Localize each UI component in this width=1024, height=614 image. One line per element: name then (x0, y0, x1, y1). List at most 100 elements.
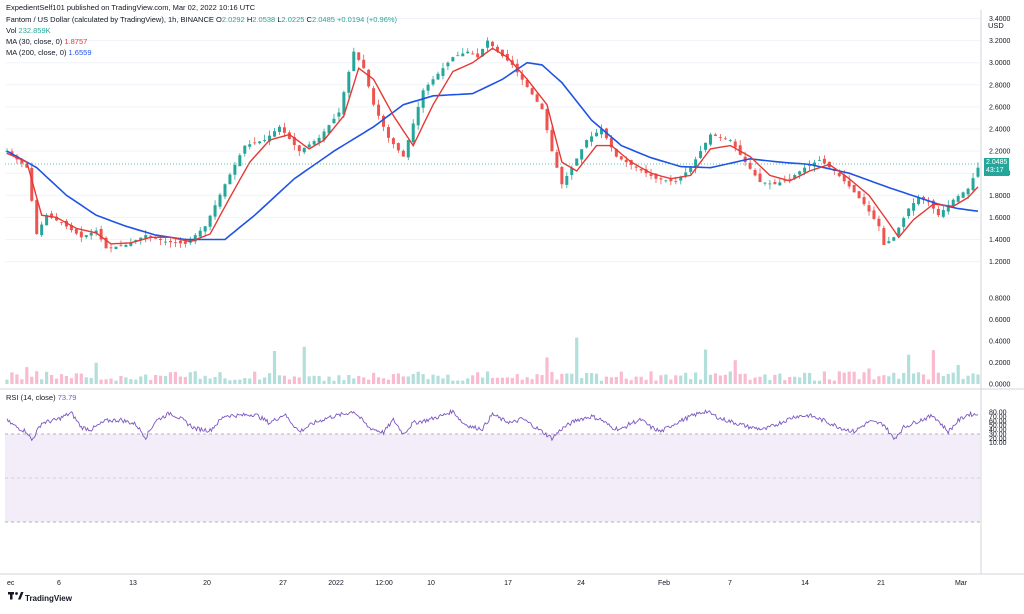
rsi-value: 73.79 (57, 393, 77, 402)
change-value: +0.0194 (+0.96%) (337, 15, 398, 24)
volume-tick-label: 0.6000 (989, 317, 1011, 324)
volume-bar (644, 379, 648, 384)
candle-body (69, 225, 73, 231)
candle-body (867, 205, 871, 212)
candle-body (659, 178, 663, 180)
symbol-info-line[interactable]: Fantom / US Dollar (calculated by Tradin… (6, 15, 397, 24)
volume-bar (649, 371, 653, 384)
volume-bar (575, 337, 579, 384)
volume-bar (936, 372, 940, 384)
volume-bar (619, 371, 623, 384)
candle-body (322, 131, 326, 141)
volume-bar (882, 375, 886, 384)
volume-bar (213, 376, 217, 384)
candle-body (218, 194, 222, 207)
candle-body (837, 172, 841, 177)
rsi-tick-label: 40.00 (989, 427, 1007, 434)
ma30-legend[interactable]: MA (30, close, 0) 1.8757 (6, 37, 87, 46)
candle-body (555, 152, 559, 168)
volume-bar (109, 378, 113, 384)
candle-body (550, 130, 554, 152)
volume-bar (124, 377, 128, 384)
published-by: ExpedientSelf101 published on TradingVie… (6, 3, 256, 12)
price-tick-label: 2.6000 (989, 104, 1011, 111)
candle-body (813, 162, 817, 167)
rsi-tick-label: 30.00 (989, 431, 1007, 438)
price-tick-label: 2.8000 (989, 82, 1011, 89)
volume-bar (555, 379, 559, 384)
candle-body (897, 227, 901, 236)
candle-body (258, 141, 262, 144)
volume-bar (139, 376, 143, 384)
open-label: O (215, 15, 222, 24)
volume-bar (956, 364, 960, 384)
rsi-tick-label: 10.00 (989, 440, 1007, 447)
ma200-legend[interactable]: MA (200, close, 0) 1.6559 (6, 48, 92, 57)
candle-body (728, 140, 732, 141)
volume-bar (104, 379, 108, 384)
candle-body (45, 215, 49, 226)
candle-body (20, 159, 24, 164)
rsi-tick-label: 70.00 (989, 414, 1007, 421)
candle-body (203, 226, 207, 232)
volume-bar (847, 371, 851, 384)
volume-bar (45, 371, 49, 384)
volume-bar (466, 378, 470, 384)
volume-bar (773, 374, 777, 384)
candle-body (560, 166, 564, 185)
time-tick-label: 10 (427, 580, 435, 587)
candle-body (753, 170, 757, 176)
volume-bar (54, 378, 59, 384)
rsi-tick-label: 80.00 (989, 410, 1007, 417)
time-tick-label: 6 (57, 580, 61, 587)
candle-body (446, 62, 450, 67)
candle-body (783, 180, 787, 182)
candle-body (451, 57, 455, 62)
last-price: 2.0485 (986, 159, 1008, 166)
candle-body (530, 88, 534, 95)
candle-body (327, 125, 331, 134)
candle-body (129, 242, 133, 246)
volume-bar (654, 380, 658, 384)
candle-body (228, 174, 232, 185)
ma200-value: 1.6559 (68, 48, 92, 57)
volume-bar (560, 373, 564, 384)
candle-body (644, 169, 648, 174)
candle-body (382, 115, 386, 127)
candle-body (367, 69, 371, 87)
candle-body (575, 158, 579, 166)
rsi-legend[interactable]: RSI (14, close) 73.79 (6, 393, 76, 402)
candle-body (956, 196, 960, 202)
candle-body (882, 228, 886, 246)
candle-body (193, 235, 197, 242)
volume-bar (793, 376, 797, 384)
candle-body (778, 182, 782, 186)
candle-body (99, 229, 103, 240)
grid-lines (5, 18, 980, 263)
candle-body (733, 141, 737, 148)
volume-bar (168, 372, 173, 384)
rsi-tick-label: 60.00 (989, 418, 1007, 425)
candle-body (936, 208, 940, 216)
volume-bar (248, 378, 252, 384)
volume-bar (154, 374, 158, 384)
candle-body (154, 238, 158, 239)
candle-body (347, 71, 351, 93)
candle-body (59, 222, 63, 223)
candle-body (580, 149, 584, 160)
candle-body (545, 109, 549, 131)
volume-bar (69, 378, 74, 384)
candle-body (441, 68, 445, 76)
candle-body (40, 224, 44, 236)
low-value: 2.0225 (281, 15, 305, 24)
candle-body (699, 151, 703, 158)
volume-bar (327, 376, 331, 384)
volume-bar (862, 372, 866, 384)
volume-legend[interactable]: Vol 232.859K (6, 26, 51, 35)
volume-bar (480, 377, 485, 384)
candle-body (525, 79, 529, 88)
volume-bar (798, 377, 802, 384)
high-label: H (246, 15, 253, 24)
